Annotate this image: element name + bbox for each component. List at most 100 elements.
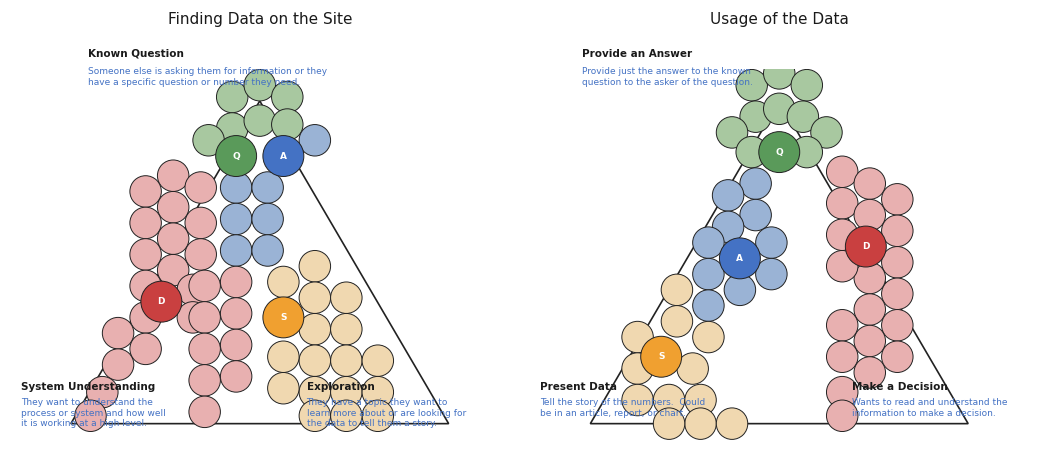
Text: Make a Decision: Make a Decision bbox=[852, 382, 948, 392]
Circle shape bbox=[130, 175, 161, 207]
Circle shape bbox=[693, 321, 724, 353]
Circle shape bbox=[713, 180, 744, 211]
Text: Q: Q bbox=[233, 151, 240, 161]
Circle shape bbox=[881, 246, 913, 278]
Circle shape bbox=[854, 357, 885, 388]
Circle shape bbox=[362, 345, 394, 376]
Circle shape bbox=[740, 168, 771, 199]
Circle shape bbox=[713, 211, 744, 243]
Circle shape bbox=[299, 376, 330, 408]
Circle shape bbox=[330, 400, 362, 432]
Circle shape bbox=[621, 353, 654, 384]
Text: Wants to read and understand the
information to make a decision.: Wants to read and understand the informa… bbox=[852, 398, 1008, 418]
Circle shape bbox=[881, 309, 913, 341]
Text: Known Question: Known Question bbox=[88, 49, 184, 59]
Circle shape bbox=[102, 318, 134, 349]
Circle shape bbox=[189, 333, 220, 365]
Circle shape bbox=[791, 69, 823, 101]
Circle shape bbox=[251, 172, 284, 203]
Circle shape bbox=[268, 372, 299, 404]
Circle shape bbox=[299, 282, 330, 313]
Circle shape bbox=[158, 160, 189, 192]
Text: Present Data: Present Data bbox=[540, 382, 617, 392]
Circle shape bbox=[185, 207, 216, 238]
Circle shape bbox=[189, 365, 220, 396]
Circle shape bbox=[846, 226, 886, 267]
Circle shape bbox=[158, 191, 189, 223]
Circle shape bbox=[268, 341, 299, 372]
Text: Provide an Answer: Provide an Answer bbox=[582, 49, 692, 59]
Circle shape bbox=[621, 384, 654, 416]
Text: Usage of the Data: Usage of the Data bbox=[710, 12, 849, 26]
Circle shape bbox=[251, 235, 284, 266]
Circle shape bbox=[130, 302, 161, 333]
Circle shape bbox=[716, 117, 748, 148]
Circle shape bbox=[130, 239, 161, 270]
Circle shape bbox=[299, 250, 330, 282]
Text: Finding Data on the Site: Finding Data on the Site bbox=[167, 12, 352, 26]
Circle shape bbox=[189, 270, 220, 302]
Circle shape bbox=[263, 297, 303, 338]
Circle shape bbox=[220, 361, 251, 392]
Circle shape bbox=[881, 341, 913, 372]
Circle shape bbox=[810, 117, 843, 148]
Circle shape bbox=[177, 274, 209, 306]
Text: System Understanding: System Understanding bbox=[21, 382, 155, 392]
Circle shape bbox=[102, 349, 134, 381]
Circle shape bbox=[755, 258, 788, 290]
Circle shape bbox=[693, 258, 724, 290]
Circle shape bbox=[330, 313, 362, 345]
Circle shape bbox=[758, 131, 800, 173]
Circle shape bbox=[299, 313, 330, 345]
Circle shape bbox=[826, 250, 858, 282]
Circle shape bbox=[826, 156, 858, 188]
Circle shape bbox=[263, 136, 303, 176]
Text: Q: Q bbox=[775, 148, 783, 156]
Circle shape bbox=[362, 376, 394, 408]
Circle shape bbox=[299, 400, 330, 432]
Circle shape bbox=[220, 298, 251, 329]
Circle shape bbox=[130, 270, 161, 302]
Circle shape bbox=[216, 81, 248, 113]
Circle shape bbox=[685, 408, 716, 439]
Text: They have a topic they want to
learn more about or are looking for
the data to t: They have a topic they want to learn mor… bbox=[307, 398, 465, 428]
Circle shape bbox=[330, 376, 362, 408]
Circle shape bbox=[185, 172, 216, 203]
Circle shape bbox=[740, 101, 771, 132]
Circle shape bbox=[826, 376, 858, 408]
Circle shape bbox=[193, 125, 224, 156]
Text: Someone else is asking them for information or they
have a specific question or : Someone else is asking them for informat… bbox=[88, 67, 327, 87]
Circle shape bbox=[826, 219, 858, 250]
Circle shape bbox=[788, 101, 819, 132]
Circle shape bbox=[271, 81, 303, 113]
Text: S: S bbox=[658, 352, 664, 361]
Circle shape bbox=[661, 306, 693, 337]
Circle shape bbox=[299, 345, 330, 376]
Text: A: A bbox=[737, 254, 743, 263]
Circle shape bbox=[854, 168, 885, 199]
Circle shape bbox=[693, 227, 724, 258]
Circle shape bbox=[693, 290, 724, 321]
Text: Exploration: Exploration bbox=[307, 382, 374, 392]
Circle shape bbox=[677, 353, 709, 384]
Circle shape bbox=[330, 345, 362, 376]
Circle shape bbox=[220, 235, 251, 266]
Circle shape bbox=[251, 203, 284, 235]
Circle shape bbox=[654, 408, 685, 439]
Circle shape bbox=[826, 188, 858, 219]
Text: Tell the story of the numbers.  Could
be in an article, report, or chart.: Tell the story of the numbers. Could be … bbox=[540, 398, 705, 418]
Circle shape bbox=[736, 69, 768, 101]
Circle shape bbox=[854, 325, 885, 357]
Text: S: S bbox=[281, 313, 287, 322]
Circle shape bbox=[330, 282, 362, 313]
Circle shape bbox=[86, 376, 118, 408]
Text: D: D bbox=[862, 242, 870, 251]
Circle shape bbox=[189, 396, 220, 428]
Text: They want to understand the
process or system and how well
it is working at a hi: They want to understand the process or s… bbox=[21, 398, 165, 428]
Circle shape bbox=[362, 400, 394, 432]
Circle shape bbox=[185, 239, 216, 270]
Circle shape bbox=[130, 207, 161, 238]
Circle shape bbox=[716, 408, 748, 439]
Circle shape bbox=[158, 254, 189, 286]
Circle shape bbox=[826, 309, 858, 341]
